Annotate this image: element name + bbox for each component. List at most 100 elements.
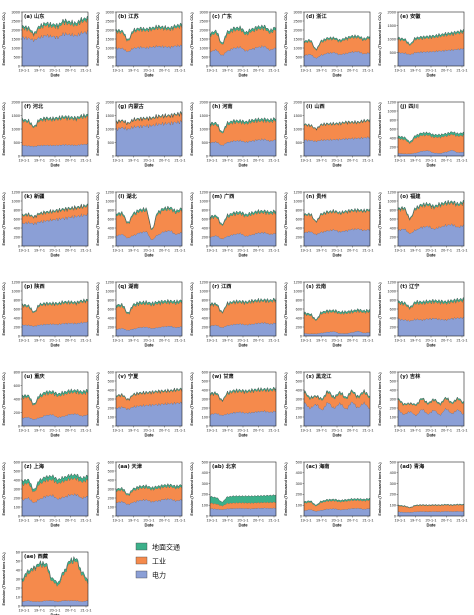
x-tick-label: 20-1-1 [50,429,61,433]
x-tick-label: 20-1-1 [144,519,155,523]
y-axis-label: Emission (Thousand tons CO₂) [2,102,6,156]
panel-30: (ad) 青海 0 100 200 300 400 500 19-1-1 19-7-1 20-1-… [378,460,467,527]
y-tick-label: 200 [14,235,20,239]
y-tick-label: 1000 [12,199,20,203]
x-tick-label: 20-7-1 [253,69,264,73]
y-tick-label: 400 [296,471,302,475]
y-tick-label: 200 [202,406,208,410]
y-tick-label: 0 [112,514,114,518]
area-地面交通 [304,308,370,321]
y-axis-label: Emission (Thousand tons CO₂) [284,102,288,156]
y-tick-label: 0 [18,244,20,248]
x-tick-label: 19-1-1 [113,519,124,523]
x-tick-label: 20-7-1 [65,609,76,613]
x-axis-label: Date [238,343,248,348]
area-工业 [116,388,182,410]
x-tick-label: 20-1-1 [332,339,343,343]
y-tick-label: 200 [202,235,208,239]
area-地面交通 [22,113,88,128]
x-axis-label: Date [332,163,342,168]
x-axis-label: Date [238,163,248,168]
y-tick-label: 600 [14,384,20,388]
panel-10: (j) 四川 0 200 400 600 800 1000 1200 19-1-1 19-7-1 2… [378,100,467,167]
series-line-工业 [115,207,183,230]
area-电力 [398,408,464,426]
x-tick-label: 21-1-1 [363,69,374,73]
y-tick-label: 0 [206,424,208,428]
y-tick-label: 30 [16,577,20,581]
panel-title: (q) 湖南 [118,282,139,290]
area-工业 [398,201,464,234]
y-tick-label: 2000 [106,28,114,32]
y-tick-label: 400 [14,397,20,401]
x-tick-label: 19-1-1 [395,249,406,253]
area-工业 [22,205,88,225]
y-tick-label: 200 [202,493,208,497]
y-tick-label: 200 [14,411,20,415]
x-tick-label: 19-7-1 [34,519,45,523]
x-axis-label: Date [144,343,154,348]
x-tick-label: 20-1-1 [50,609,61,613]
series-line-地面交通 [397,199,465,220]
series-line-地面交通 [209,297,277,313]
area-电力 [22,143,88,156]
panel-26: (z) 上海 0 100 200 300 400 500 600 19-1-1 19-7-1 20-… [2,460,91,527]
y-tick-label: 200 [390,325,396,329]
x-axis-label: Date [426,343,436,348]
y-tick-label: 0 [394,334,396,338]
x-tick-label: 20-7-1 [441,69,452,73]
y-tick-label: 0 [18,334,20,338]
x-tick-label: 19-1-1 [19,69,30,73]
series-line-地面交通 [115,483,183,495]
x-tick-label: 20-1-1 [426,339,437,343]
series-line-地面交通 [209,494,277,503]
panel-13: (m) 广西 0 200 400 600 800 1000 1200 19-1-1 19-7-1 2… [190,190,279,257]
y-tick-label: 1500 [200,37,208,41]
y-tick-label: 1200 [12,280,20,284]
x-axis-label: Date [144,253,154,258]
series-line-地面交通 [397,297,465,309]
x-tick-label: 19-7-1 [410,159,421,163]
area-电力 [304,330,370,336]
y-tick-label: 2000 [200,100,208,104]
panel-title: (o) 福建 [400,192,421,200]
panel-title: (a) 山东 [24,12,45,20]
y-tick-label: 100 [390,415,396,419]
series-line-地面交通 [397,131,465,143]
area-工业 [116,25,182,52]
y-tick-label: 1500 [106,37,114,41]
x-axis-label: Date [332,433,342,438]
area-工业 [210,211,276,239]
area-电力 [210,322,276,336]
area-电力 [22,213,88,246]
y-tick-label: 0 [206,514,208,518]
y-tick-label: 0 [300,154,302,158]
x-tick-label: 19-7-1 [316,249,327,253]
x-axis-label: Date [50,613,60,615]
y-tick-label: 1200 [294,280,302,284]
y-tick-label: 200 [296,235,302,239]
y-tick-label: 100 [14,505,20,509]
x-tick-label: 19-1-1 [301,339,312,343]
series-line-电力 [397,407,465,416]
y-tick-label: 800 [390,298,396,302]
x-tick-label: 21-1-1 [81,249,92,253]
area-工业 [210,27,276,56]
x-tick-label: 20-1-1 [332,519,343,523]
x-tick-label: 19-7-1 [410,519,421,523]
y-tick-label: 400 [390,471,396,475]
x-tick-label: 19-7-1 [128,69,139,73]
x-tick-label: 19-7-1 [410,249,421,253]
y-tick-label: 0 [112,424,114,428]
x-tick-label: 20-7-1 [347,339,358,343]
panel-title: (aa) 天津 [118,462,143,470]
y-tick-label: 300 [202,482,208,486]
series-line-地面交通 [21,16,89,36]
y-axis-label: Emission (Thousand tons CO₂) [96,12,100,66]
series-line-地面交通 [303,497,371,506]
panel-15: (o) 福建 0 200 400 600 800 1000 1200 19-1-1 19-7-1 2… [378,190,467,257]
x-axis-label: Date [50,163,60,168]
y-tick-label: 300 [296,482,302,486]
y-axis-label: Emission (Thousand tons CO₂) [284,12,288,66]
y-tick-label: 10 [16,595,20,599]
